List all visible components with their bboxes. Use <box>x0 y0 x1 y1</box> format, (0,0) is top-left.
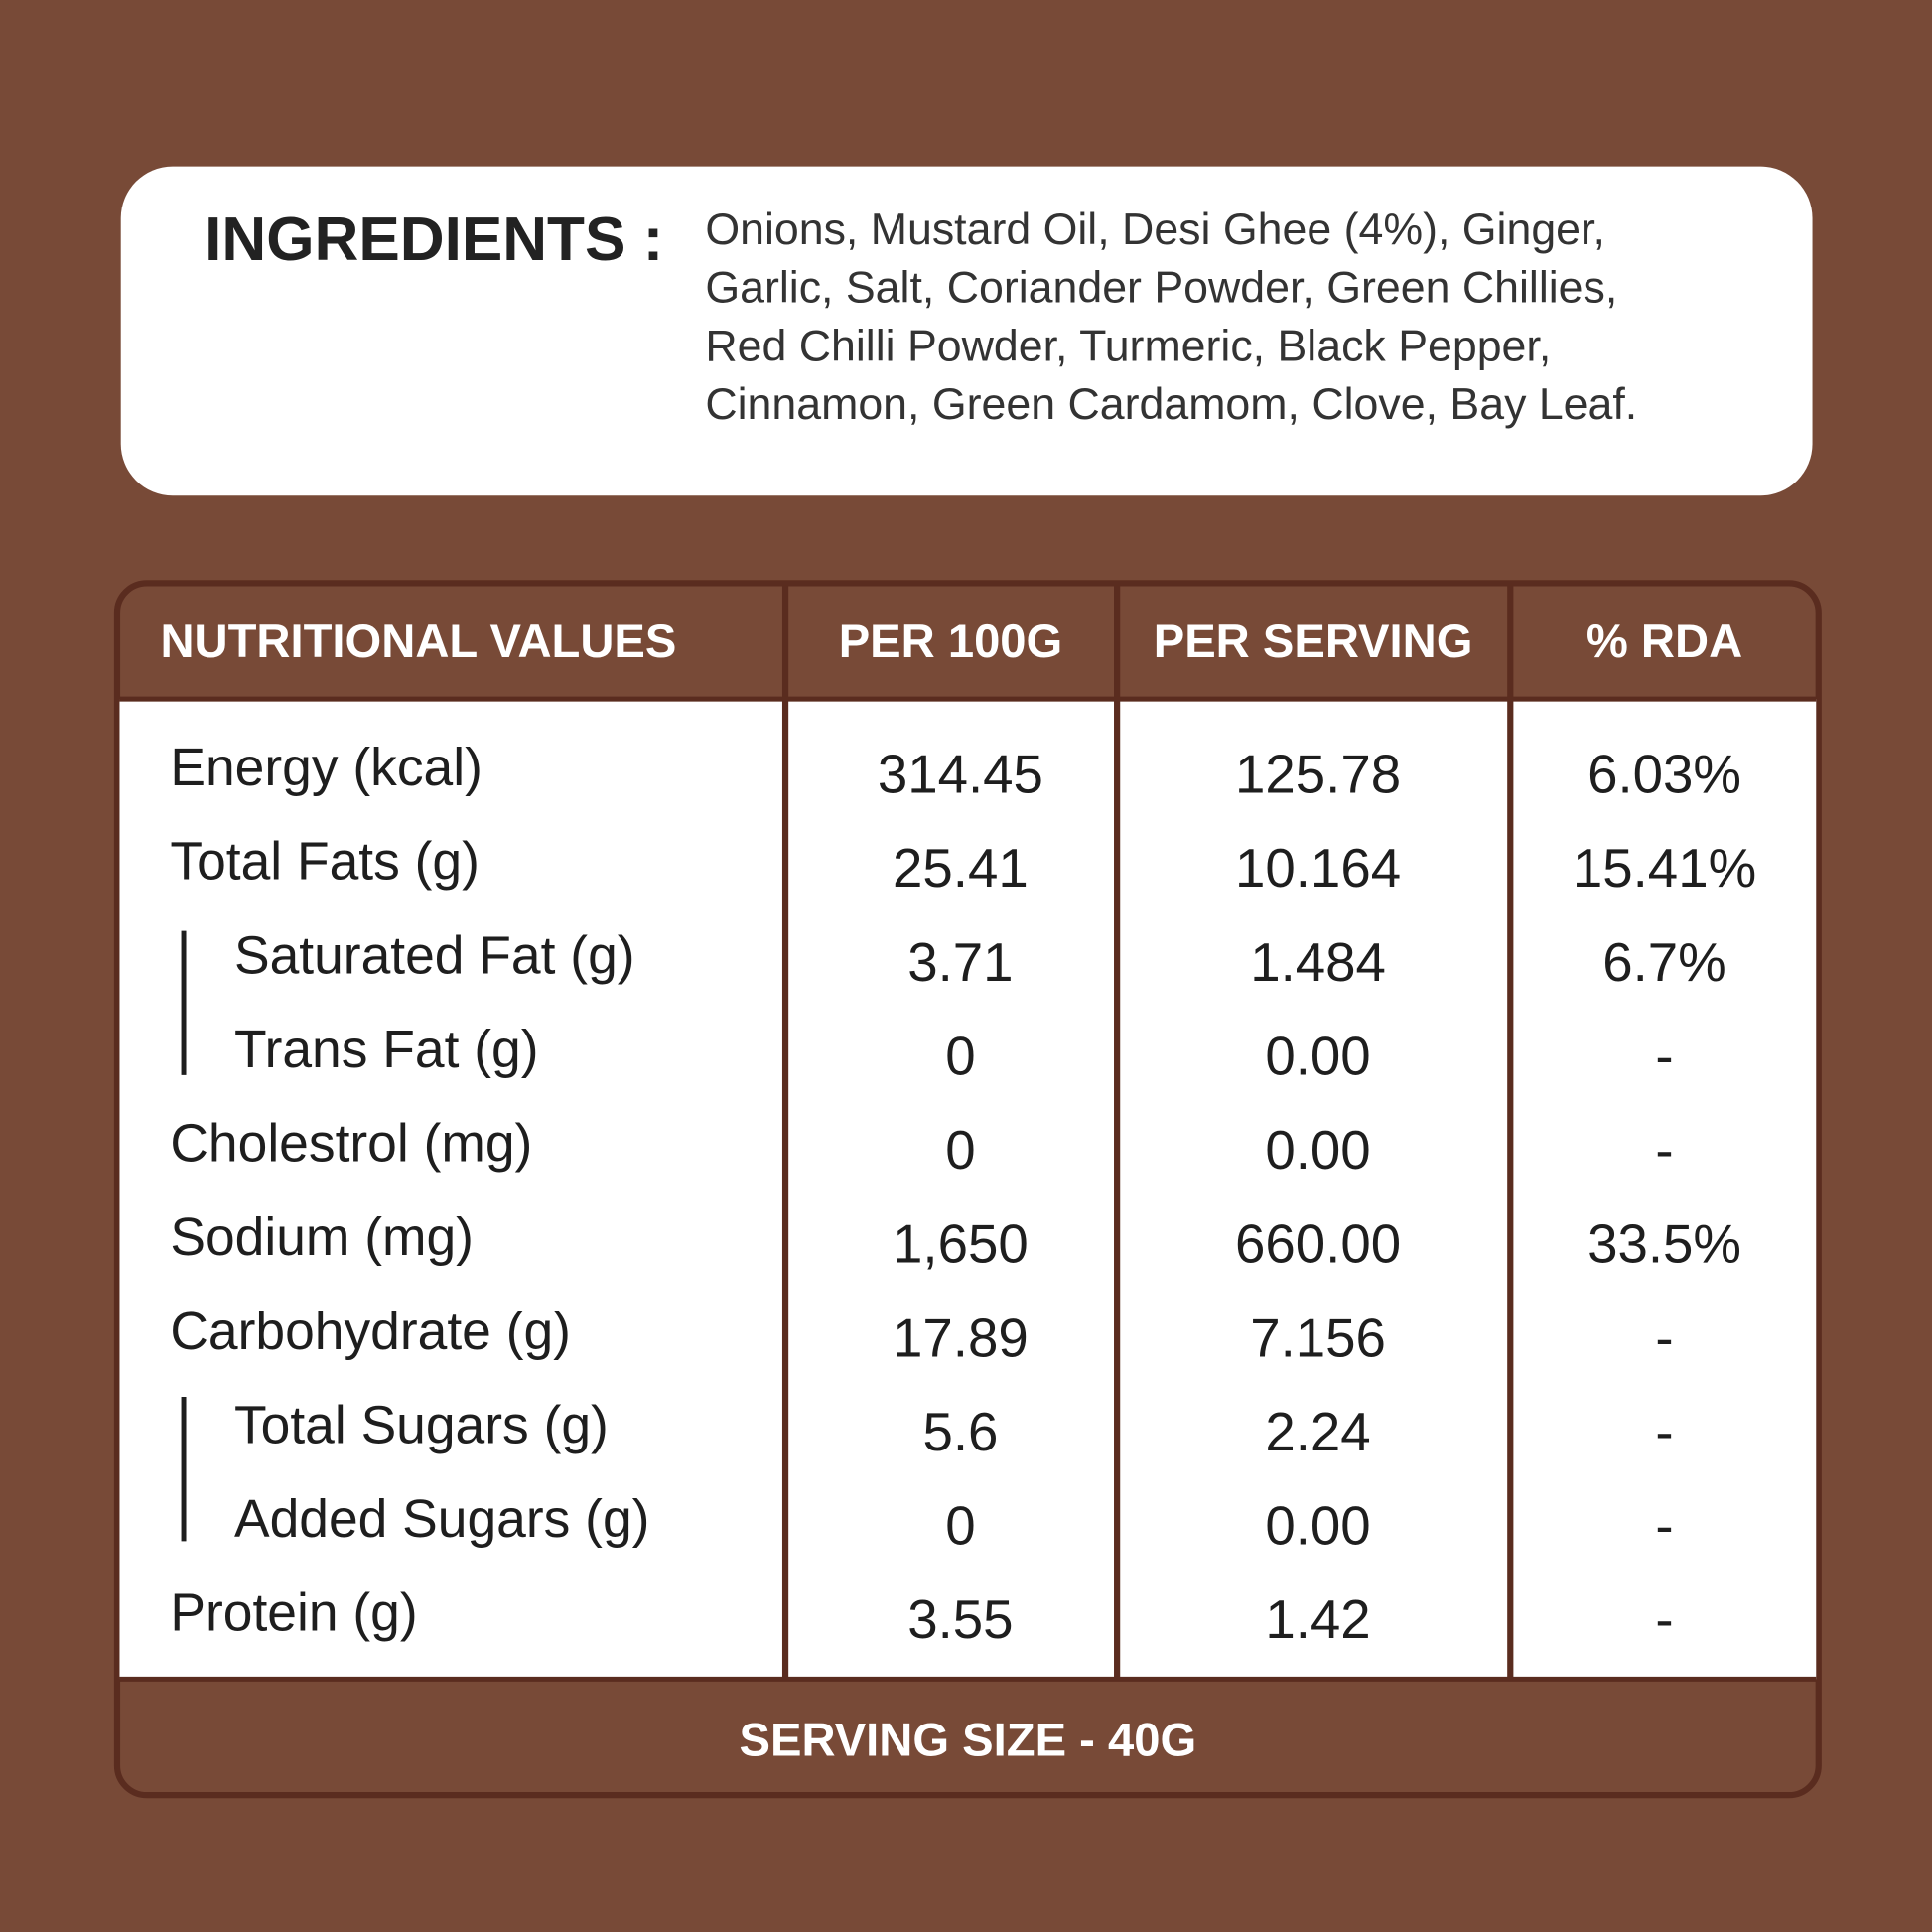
nutrient-value: 5.6 <box>922 1402 998 1462</box>
nutrient-value: 314.45 <box>878 745 1043 805</box>
nutrient-name: Sodium (mg) <box>170 1208 474 1267</box>
nutrient-value: 6.7% <box>1602 932 1726 993</box>
ingredient-line: Red Chilli Powder, Turmeric, Black Peppe… <box>705 322 1551 370</box>
ingredients-box <box>120 166 1813 496</box>
serving-size: SERVING SIZE - 40G <box>740 1714 1197 1766</box>
nutrient-value: 1,650 <box>893 1214 1029 1275</box>
nutrient-name: Energy (kcal) <box>170 739 483 797</box>
nutrient-value: - <box>1655 1589 1673 1650</box>
nutrient-name: Protein (g) <box>170 1585 417 1643</box>
nutrient-value: - <box>1655 1026 1673 1086</box>
nutrient-value: 33.5% <box>1587 1214 1741 1275</box>
nutrient-value: 2.24 <box>1265 1402 1370 1462</box>
nutrient-value: 0 <box>945 1026 975 1086</box>
nutrient-value: 0.00 <box>1265 1026 1370 1086</box>
ingredient-line: Cinnamon, Green Cardamom, Clove, Bay Lea… <box>705 380 1637 429</box>
ingredient-line: Onions, Mustard Oil, Desi Ghee (4%), Gin… <box>705 206 1605 254</box>
nutrient-name: Cholestrol (mg) <box>170 1115 532 1173</box>
nutrient-value: - <box>1655 1308 1673 1368</box>
nutrient-value: 0 <box>945 1120 975 1180</box>
column-header: PER 100G <box>839 616 1063 668</box>
nutrient-value: - <box>1655 1120 1673 1180</box>
nutrient-value: 3.71 <box>907 932 1013 993</box>
nutrient-value: 125.78 <box>1235 745 1401 805</box>
nutrient-name: Saturated Fat (g) <box>234 926 635 985</box>
nutrient-name: Trans Fat (g) <box>234 1021 539 1079</box>
nutrient-value: 0.00 <box>1265 1496 1370 1557</box>
nutrient-name: Carbohydrate (g) <box>170 1303 571 1361</box>
nutrient-value: 10.164 <box>1235 838 1401 898</box>
table-body <box>119 699 1817 1680</box>
nutrient-value: - <box>1655 1402 1673 1462</box>
nutrient-value: 0.00 <box>1265 1120 1370 1180</box>
nutrient-value: 25.41 <box>893 838 1029 898</box>
nutrient-value: 1.42 <box>1265 1589 1370 1650</box>
nutrient-name: Added Sugars (g) <box>234 1490 649 1549</box>
nutrient-value: 17.89 <box>893 1308 1029 1368</box>
ingredient-line: Garlic, Salt, Coriander Powder, Green Ch… <box>705 264 1617 313</box>
nutrient-value: 3.55 <box>907 1589 1013 1650</box>
nutrient-value: 15.41% <box>1573 838 1756 898</box>
column-header: NUTRITIONAL VALUES <box>160 616 676 668</box>
nutrition-table: SERVING SIZE - 40G <box>113 580 1822 1799</box>
column-header: % RDA <box>1587 616 1742 668</box>
nutrient-value: - <box>1655 1496 1673 1557</box>
column-header: PER SERVING <box>1154 616 1473 668</box>
nutrient-value: 660.00 <box>1235 1214 1401 1275</box>
nutrient-value: 1.484 <box>1250 932 1386 993</box>
nutrient-value: 7.156 <box>1250 1308 1386 1368</box>
nutrient-value: 6.03% <box>1587 745 1741 805</box>
nutrient-name: Total Sugars (g) <box>234 1396 609 1454</box>
nutrient-value: 0 <box>945 1496 975 1557</box>
ingredients-label: INGREDIENTS : <box>205 206 663 274</box>
nutrient-name: Total Fats (g) <box>170 833 480 892</box>
